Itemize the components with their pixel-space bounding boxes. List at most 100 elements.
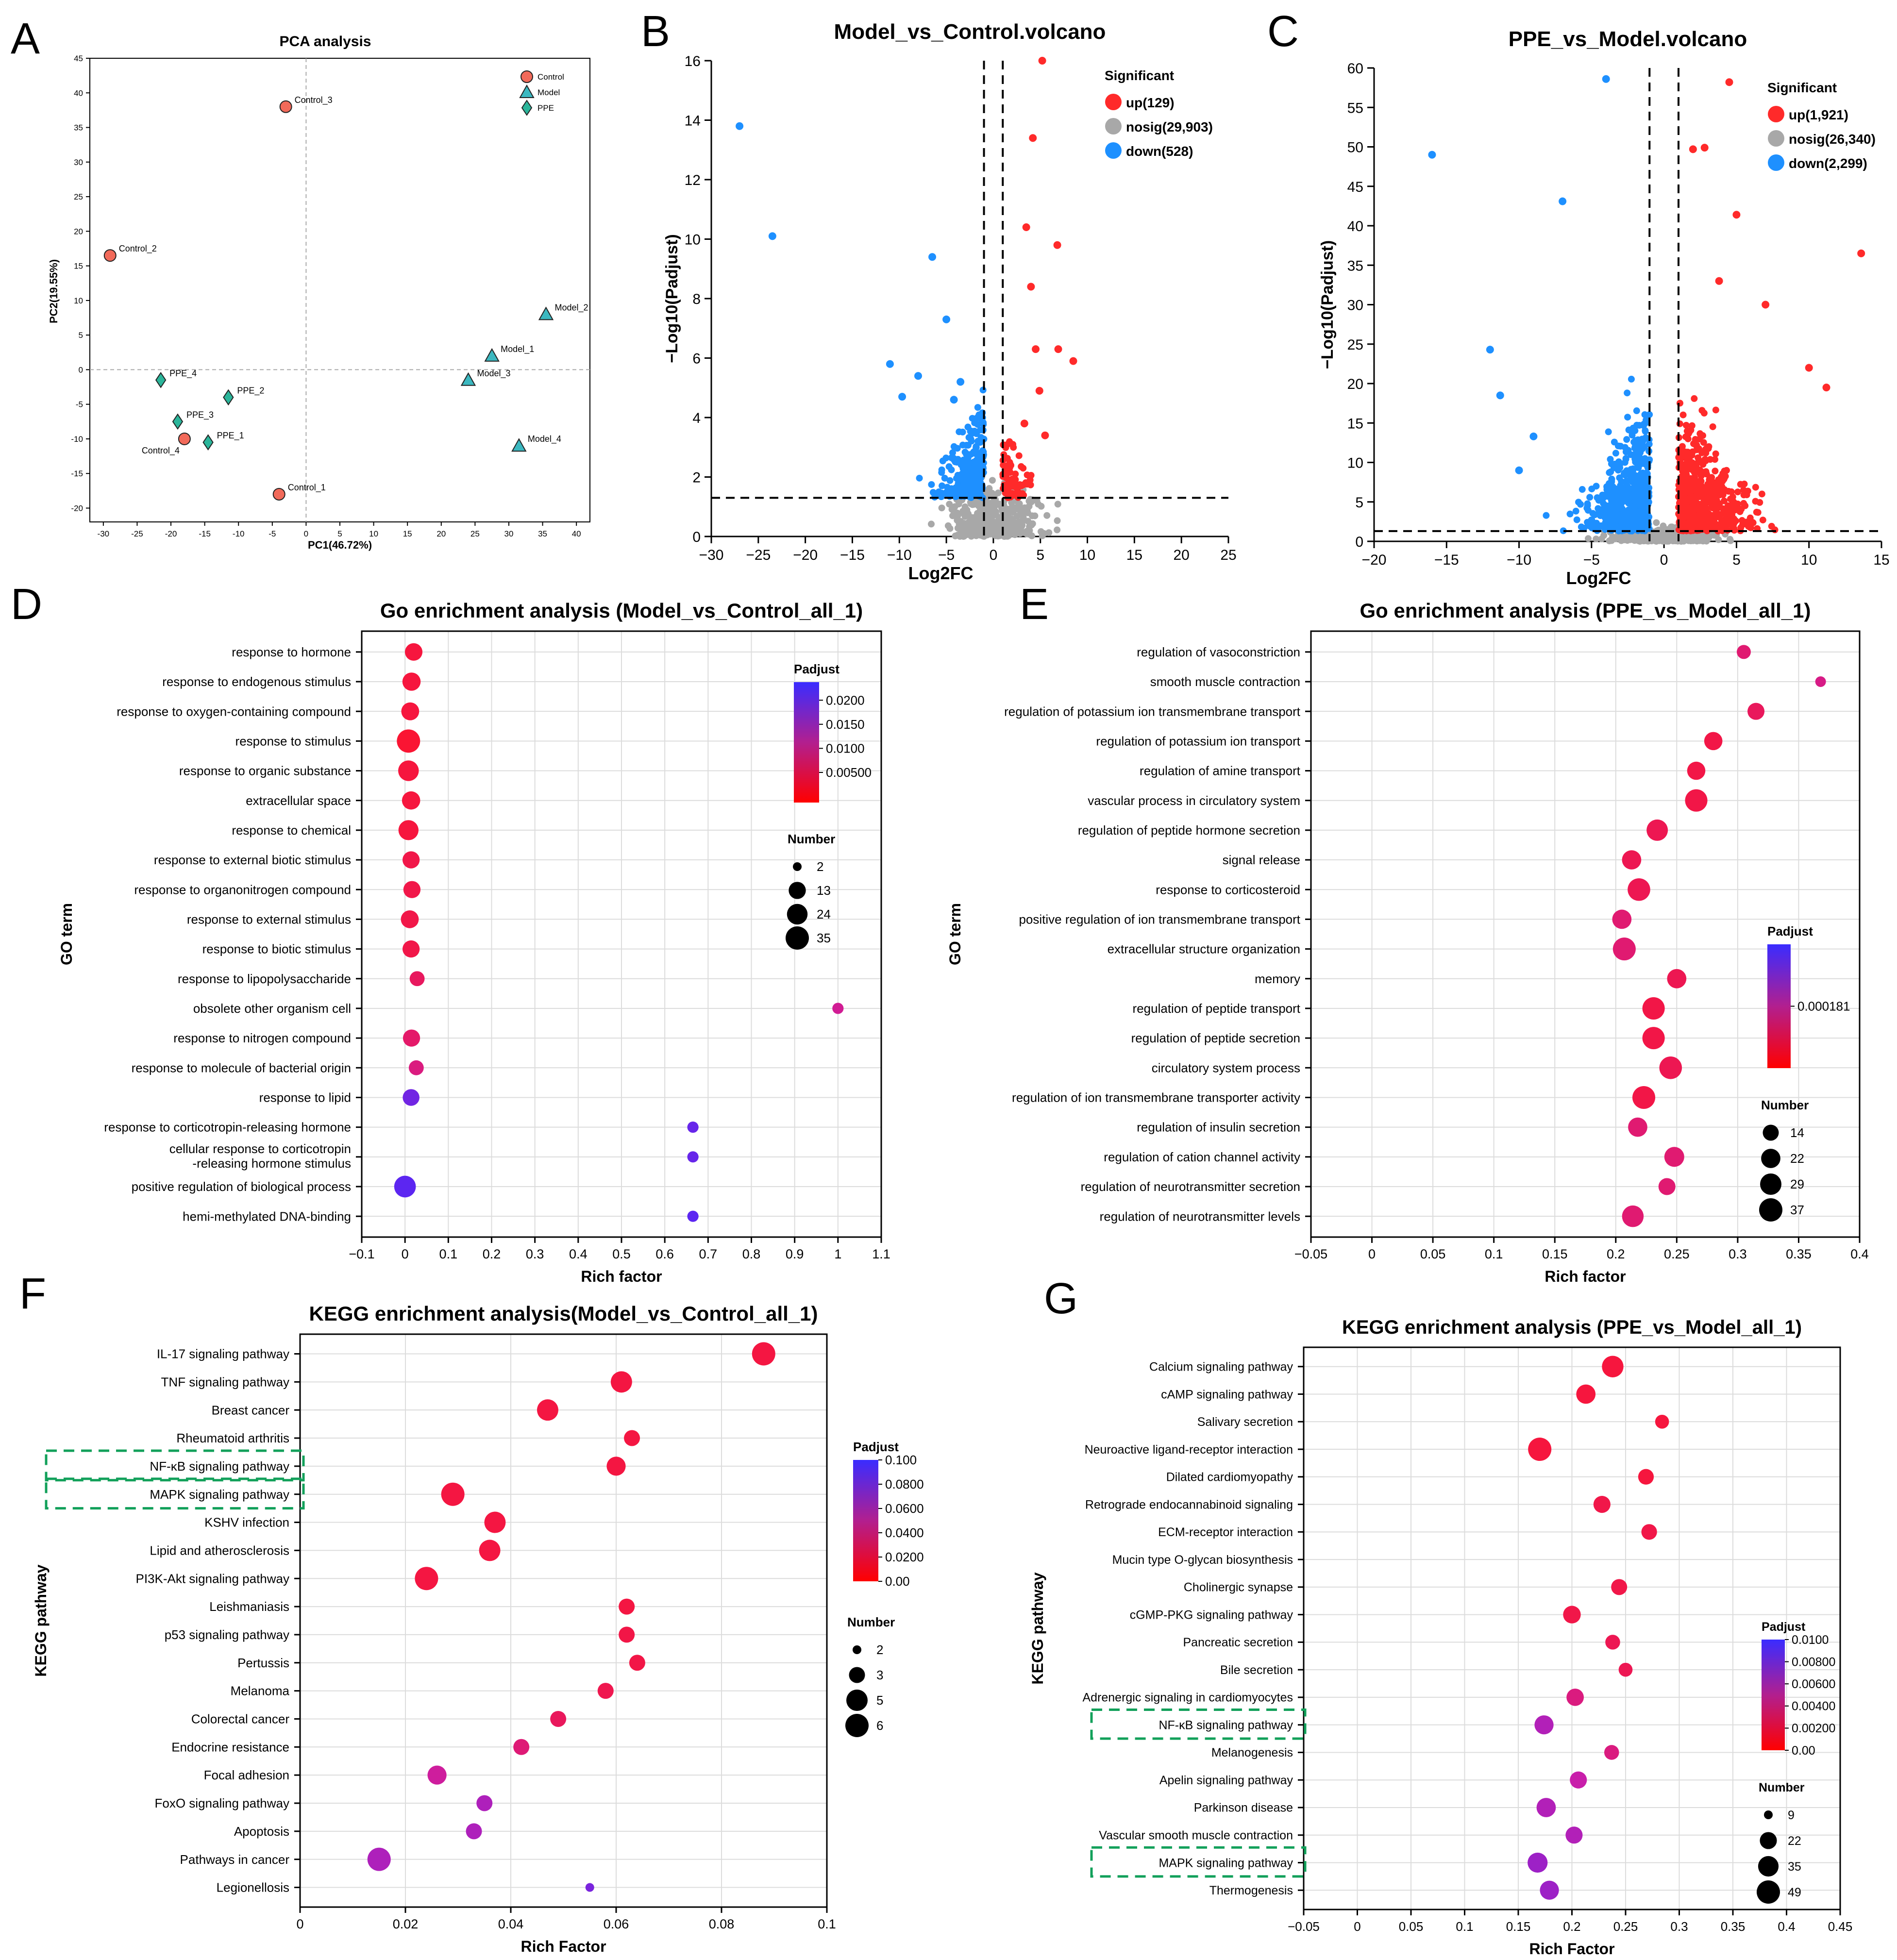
volcano-ppe-vs-model-panel: PPE_vs_Model.volcano −20 −15 −10 −5 0 5 10 15 0 5 1… [1318, 27, 1890, 588]
enrichment-xlabel: Rich Factor [1529, 1940, 1614, 1958]
up-points [1675, 78, 1865, 535]
up-point [1696, 508, 1704, 515]
x-tick-label: 0.1 [439, 1247, 458, 1261]
nosig-point [960, 524, 967, 532]
up-point [1690, 517, 1697, 524]
down-point [1623, 477, 1630, 485]
term-label: PI3K-Akt signaling pathway [135, 1571, 289, 1586]
nosig-point [1727, 537, 1734, 544]
y-tick-label: 35 [1347, 258, 1363, 274]
nosig-point [974, 510, 981, 517]
bubble-retrograde-endocannabinoid-signaling [1593, 1496, 1611, 1513]
down-point [942, 454, 950, 462]
y-tick-label: 15 [1347, 416, 1363, 432]
bubble-legionellosis [585, 1883, 594, 1892]
nosig-point [1668, 530, 1675, 537]
y-tick-label: 2 [692, 470, 701, 486]
term-label: IL-17 signaling pathway [157, 1347, 289, 1361]
down-point [1631, 488, 1639, 495]
x-tick-label: 10 [1801, 552, 1817, 568]
bubble-positive-regulation-of-ion-transmembrane-transport [1612, 909, 1632, 929]
term-label-line: -releasing hormone stimulus [192, 1156, 351, 1171]
up-point [1744, 520, 1751, 527]
up-point [1683, 427, 1691, 435]
up-point [1700, 409, 1708, 417]
down-point [1608, 478, 1615, 486]
nosig-point [954, 524, 961, 532]
x-tick-label: 0.25 [1613, 1919, 1638, 1934]
down-point-outlier [898, 393, 907, 401]
x-tick-label: 0 [296, 1917, 303, 1931]
up-point [1741, 480, 1748, 487]
x-tick-label: 0 [1368, 1247, 1376, 1261]
nosig-point [1593, 536, 1600, 543]
x-tick-label: 0.7 [699, 1247, 718, 1261]
up-point-outlier [1732, 211, 1741, 219]
up-point [1734, 488, 1741, 496]
bubble-circulatory-system-process [1659, 1056, 1682, 1079]
up-point [1702, 468, 1710, 475]
enrichment-ylabel: GO term [946, 903, 964, 965]
down-point [939, 482, 946, 489]
up-point [1689, 448, 1696, 455]
pca-point-label: Model_4 [528, 434, 561, 444]
x-tick-label: 0.2 [1563, 1919, 1580, 1934]
x-tick-label: −15 [1434, 552, 1459, 568]
pca-legend-marker-ppe [521, 100, 533, 116]
down-point [974, 404, 981, 411]
enrichment-ylabel: KEGG pathway [1029, 1572, 1046, 1684]
y-tick-label: -20 [71, 503, 83, 513]
padjust-legend-title: Padjust [1762, 1620, 1806, 1634]
up-point [1691, 395, 1698, 402]
x-tick-label: 0.2 [483, 1247, 501, 1261]
pca-point-label: PPE_2 [237, 385, 264, 396]
up-point [1722, 472, 1729, 480]
nosig-point [944, 522, 952, 529]
pca-legend-label: PPE [537, 103, 554, 113]
up-point [1700, 520, 1707, 527]
up-point [1682, 421, 1690, 429]
down-point [1633, 421, 1641, 429]
pca-point-ppe_1 [202, 434, 214, 451]
number-legend-dot [793, 862, 802, 871]
padjust-colorbar [1767, 944, 1791, 1068]
bubble-regulation-of-peptide-transport [1642, 997, 1665, 1020]
number-legend-label: 35 [1788, 1860, 1801, 1874]
down-point-outlier [950, 396, 958, 404]
down-point-outlier [886, 360, 894, 368]
up-point [1705, 443, 1712, 450]
y-tick-label: 10 [74, 296, 83, 305]
nosig-point [1661, 536, 1668, 544]
down-point [1572, 507, 1579, 515]
enrichment-title: KEGG enrichment analysis(Model_vs_Contro… [309, 1302, 818, 1325]
nosig-point [1008, 499, 1015, 506]
term-label: hemi-methylated DNA-binding [183, 1209, 351, 1223]
legend-label: down(528) [1126, 144, 1193, 159]
bubble-thermogenesis [1540, 1880, 1559, 1900]
bubble-response-to-biotic-stimulus [402, 940, 420, 958]
term-label: positive regulation of ion transmembrane… [1019, 912, 1300, 927]
bubble-response-to-lipid [403, 1089, 420, 1106]
term-label: regulation of neurotransmitter secretion [1081, 1179, 1300, 1194]
panel-letter-f: F [19, 1270, 46, 1318]
up-point [1676, 420, 1683, 427]
bubble-regulation-of-peptide-secretion [1642, 1027, 1665, 1050]
padjust-colorbar [1762, 1640, 1785, 1750]
up-point-outlier [1041, 431, 1049, 439]
down-point-outlier [914, 372, 922, 380]
x-tick-label: 25 [1220, 547, 1236, 563]
y-tick-label: 0 [692, 529, 701, 545]
term-label: regulation of potassium ion transport [1096, 734, 1300, 748]
up-point-outlier [1689, 145, 1697, 153]
up-point [1703, 505, 1710, 512]
term-label: response to corticotropin-releasing horm… [104, 1120, 351, 1135]
up-point [1682, 469, 1690, 476]
bubble-response-to-corticotropin-releasing-hormone [687, 1122, 699, 1133]
down-point-outlier [768, 232, 776, 240]
x-tick-label: −10 [887, 547, 912, 563]
term-label: cellular response to corticotropin -relea… [169, 1141, 351, 1171]
bubble-endocrine-resistance [513, 1739, 530, 1755]
bubble-bile-secretion [1618, 1662, 1633, 1677]
up-point-outlier [1822, 384, 1830, 392]
